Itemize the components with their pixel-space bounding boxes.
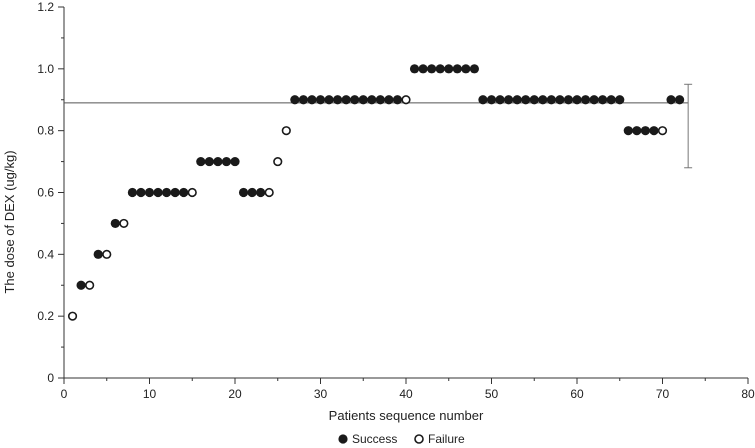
success-point — [375, 95, 385, 105]
success-point — [598, 95, 608, 105]
success-point — [315, 95, 326, 105]
failure-point — [187, 187, 197, 198]
success-point — [495, 95, 505, 105]
success-point — [427, 64, 437, 74]
failure-point — [67, 311, 78, 321]
success-point — [221, 156, 232, 167]
x-tick-label: 70 — [656, 387, 670, 401]
success-point — [615, 95, 625, 105]
x-tick-label: 50 — [485, 387, 499, 401]
success-point — [213, 156, 223, 167]
failure-point — [657, 126, 668, 136]
legend-success-marker — [338, 434, 348, 444]
failure-point — [85, 280, 95, 290]
success-point — [572, 95, 582, 105]
success-point — [247, 187, 257, 198]
y-tick-label: 0.4 — [37, 247, 54, 261]
x-tick-label: 80 — [741, 387, 755, 401]
success-point — [623, 126, 633, 136]
success-point — [418, 64, 428, 74]
success-point — [76, 280, 86, 290]
success-point — [546, 95, 556, 105]
success-point — [452, 64, 462, 74]
legend-success-label: Success — [352, 432, 397, 446]
success-point — [435, 64, 445, 74]
success-point — [649, 126, 659, 136]
failure-point — [264, 187, 274, 198]
success-point — [461, 64, 471, 74]
success-point — [675, 95, 685, 105]
success-point — [632, 126, 642, 136]
error-bar-group — [684, 83, 693, 169]
success-point — [333, 95, 343, 105]
success-point — [350, 95, 360, 105]
x-tick-label: 20 — [228, 387, 242, 401]
success-point — [392, 95, 403, 105]
success-point — [204, 156, 214, 167]
success-point — [529, 95, 539, 105]
success-point — [384, 95, 394, 105]
success-point — [555, 95, 565, 105]
success-point — [640, 126, 651, 136]
legend-failure-label: Failure — [428, 432, 465, 446]
data-points — [67, 64, 685, 321]
x-tick-label: 60 — [570, 387, 584, 401]
y-tick-label: 1.2 — [37, 0, 54, 14]
success-point — [162, 187, 172, 198]
success-point — [230, 156, 240, 167]
failure-point — [119, 218, 129, 229]
success-point — [298, 95, 308, 105]
success-point — [238, 187, 249, 198]
y-tick-label: 0.2 — [37, 309, 54, 323]
legend: Success Failure — [338, 432, 465, 446]
x-tick-label: 0 — [61, 387, 68, 401]
success-point — [367, 95, 377, 105]
success-point — [606, 95, 616, 105]
success-point — [521, 95, 531, 105]
x-tick-label: 40 — [399, 387, 413, 401]
success-point — [179, 187, 189, 198]
failure-point — [401, 95, 411, 105]
success-point — [196, 156, 206, 167]
success-point — [589, 95, 599, 105]
y-tick-label: 0.8 — [37, 124, 54, 138]
success-point — [580, 95, 591, 105]
success-point — [469, 64, 479, 74]
success-point — [563, 95, 574, 105]
success-point — [170, 187, 180, 198]
success-point — [504, 95, 514, 105]
success-point — [144, 187, 155, 198]
success-point — [307, 95, 317, 105]
axes: 0 0.2 0.4 0.6 0.8 1.0 1.2 0 10 20 30 40 50 60 70 80 — [37, 0, 755, 401]
success-point — [110, 218, 120, 229]
success-point — [290, 95, 300, 105]
success-point — [341, 95, 351, 105]
success-point — [127, 187, 137, 198]
success-point — [93, 249, 103, 259]
y-tick-label: 1.0 — [37, 62, 54, 76]
success-point — [478, 95, 488, 105]
success-point — [358, 95, 368, 105]
success-point — [324, 95, 334, 105]
success-point — [486, 95, 497, 105]
legend-failure-marker — [414, 434, 424, 444]
x-axis-label: Patients sequence number — [329, 408, 484, 423]
y-tick-label: 0 — [47, 371, 54, 385]
success-point — [666, 95, 676, 105]
success-point — [136, 187, 146, 198]
success-point — [444, 64, 454, 74]
success-point — [538, 95, 548, 105]
failure-point — [102, 249, 112, 259]
failure-point — [273, 156, 283, 167]
x-tick-label: 10 — [143, 387, 157, 401]
success-point — [512, 95, 522, 105]
success-point — [409, 64, 420, 74]
success-point — [256, 187, 266, 198]
y-tick-label: 0.6 — [37, 186, 54, 200]
failure-point — [281, 126, 291, 136]
success-point — [153, 187, 163, 198]
x-tick-label: 30 — [314, 387, 328, 401]
y-axis-label: The dose of DEX (ug/kg) — [2, 150, 17, 293]
